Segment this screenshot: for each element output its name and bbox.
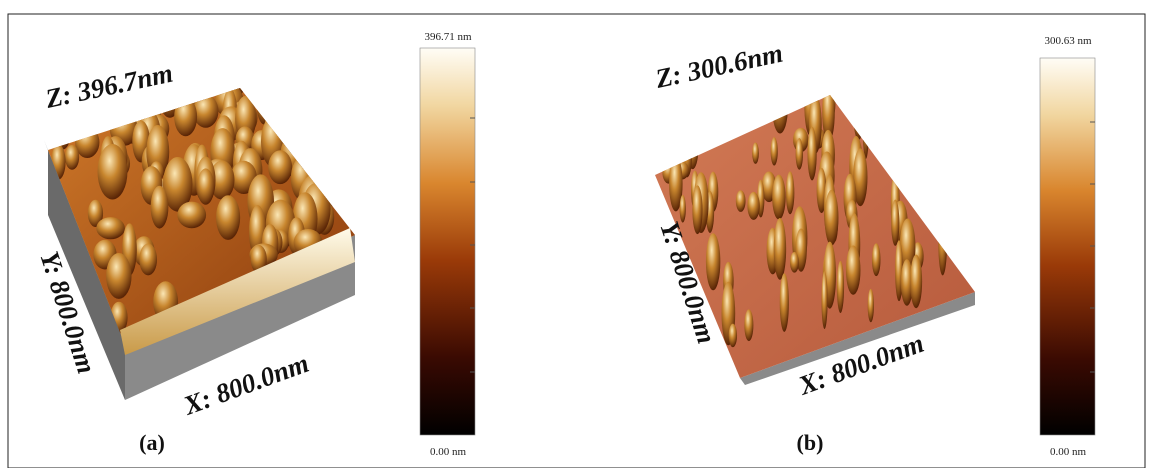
surface-feature xyxy=(256,81,272,125)
scale-min: 0.00 nm xyxy=(1050,446,1087,458)
surface-feature xyxy=(151,186,169,229)
surface-feature xyxy=(780,273,789,332)
surface-feature xyxy=(729,324,737,348)
surface-feature xyxy=(821,271,827,329)
surface-feature xyxy=(98,144,128,200)
surface-feature xyxy=(863,91,869,159)
surface-feature xyxy=(872,243,881,276)
caption: (a) xyxy=(139,430,165,455)
surface-feature xyxy=(868,289,874,322)
surface-feature xyxy=(96,217,125,239)
scale-min: 0.00 nm xyxy=(430,446,467,458)
surface-feature xyxy=(825,190,839,246)
surface-feature xyxy=(106,253,131,299)
surface-feature xyxy=(177,202,206,229)
surface-feature xyxy=(772,175,786,220)
surface-feature xyxy=(771,137,778,165)
surface-feature xyxy=(910,255,922,309)
surface-feature xyxy=(197,168,214,204)
surface-feature xyxy=(938,210,947,276)
surface-feature xyxy=(891,200,899,246)
surface-feature xyxy=(786,171,794,214)
caption: (b) xyxy=(797,430,824,455)
surface-feature xyxy=(807,127,816,181)
surface-feature xyxy=(193,95,218,128)
surface-feature xyxy=(139,243,157,275)
surface-feature xyxy=(268,150,292,184)
surface-feature xyxy=(772,80,788,133)
surface-feature xyxy=(65,145,79,170)
z-label: Z: 396.7nm xyxy=(42,58,175,114)
colorbar-a xyxy=(420,48,475,435)
surface-feature xyxy=(796,138,803,170)
surface-feature xyxy=(216,195,240,240)
scale-max: 396.71 nm xyxy=(424,31,472,43)
figure: Z: 396.7nm Y: 800.0nm X: 800.0nm (a) 396… xyxy=(0,0,1153,468)
surface-feature xyxy=(747,192,759,220)
surface-feature xyxy=(790,252,799,273)
surface-feature xyxy=(853,90,863,140)
surface-feature xyxy=(744,309,753,341)
surface-feature xyxy=(736,190,746,212)
z-label: Z: 300.6nm xyxy=(652,38,785,94)
surface-feature xyxy=(174,97,197,136)
surface-feature xyxy=(692,185,702,234)
scale-max: 300.63 nm xyxy=(1044,35,1092,47)
surface-feature xyxy=(706,233,720,290)
surface-feature xyxy=(752,143,759,164)
colorbar-b xyxy=(1040,58,1095,435)
surface-feature xyxy=(837,261,844,313)
surface-feature xyxy=(54,107,72,150)
surface-feature xyxy=(846,245,861,294)
surface-feature xyxy=(774,218,786,280)
